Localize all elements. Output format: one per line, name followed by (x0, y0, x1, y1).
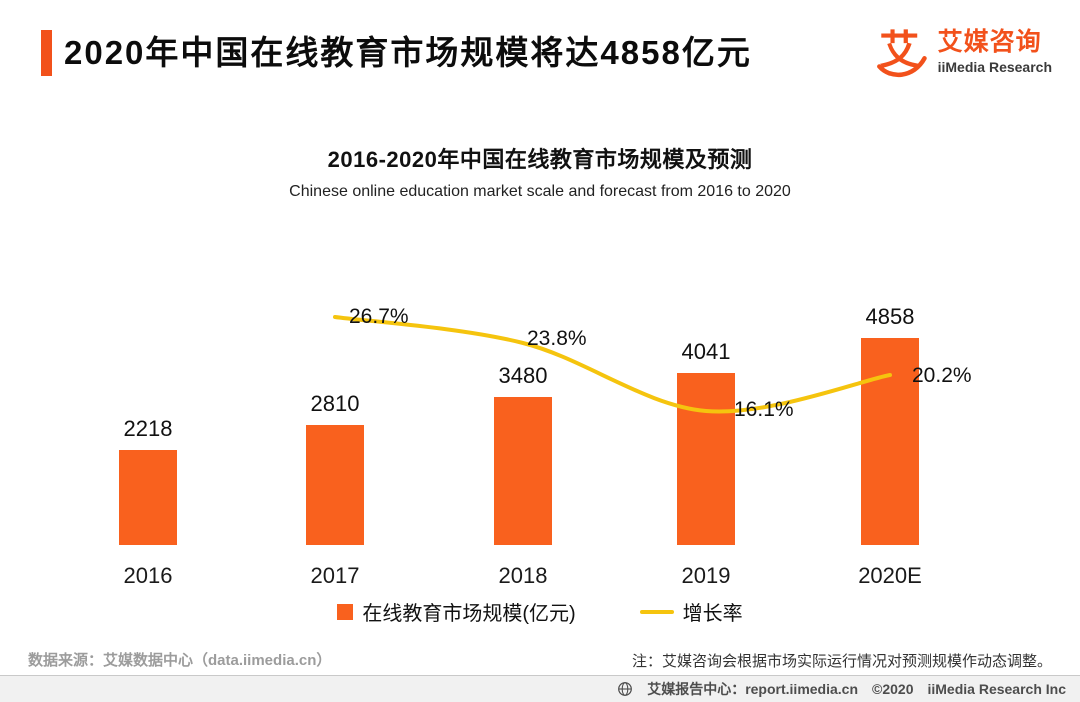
legend: 在线教育市场规模(亿元) 增长率 (0, 597, 1080, 626)
bar-2017 (306, 425, 364, 545)
legend-label-market-scale: 在线教育市场规模(亿元) (362, 603, 576, 625)
x-axis-label: 2019 (681, 563, 731, 588)
x-axis-label: 2018 (498, 563, 548, 588)
growth-rate-label: 23.8% (527, 327, 587, 350)
footer-report-center: 艾媒报告中心：report.iimedia.cn (647, 681, 859, 697)
chart-subtitle: Chinese online education market scale an… (289, 183, 791, 200)
page-title: 2020年中国在线教育市场规模将达4858亿元 (64, 34, 752, 71)
x-axis-label: 2020E (858, 563, 922, 588)
x-axis-label: 2017 (310, 563, 360, 588)
bar-2016 (119, 450, 177, 545)
bar-2018 (494, 397, 552, 545)
bar-swatch (337, 603, 354, 620)
data-source-note: 数据来源：艾媒数据中心（data.iimedia.cn） (28, 652, 332, 669)
logo-text: 艾媒咨询 iiMedia Research (937, 27, 1052, 76)
title-accent-bar (41, 30, 52, 76)
globe-icon (617, 681, 633, 697)
forecast-adjustment-note: 注：艾媒咨询会根据市场实际运行情况对预测规模作动态调整。 (631, 653, 1052, 670)
growth-rate-label: 20.2% (912, 364, 972, 387)
logo-swoosh (876, 56, 927, 77)
growth-rate-label: 26.7% (349, 305, 409, 328)
brand-logo: 艾 艾媒咨询 iiMedia Research (872, 24, 1052, 80)
footer-bar: 艾媒报告中心：report.iimedia.cn ©2020 iiMedia R… (0, 675, 1080, 702)
x-axis-label: 2016 (123, 563, 173, 588)
bar-value-label: 2218 (123, 416, 173, 441)
logo-brand-cn: 艾媒咨询 (937, 27, 1042, 56)
growth-rate-label: 16.1% (734, 398, 794, 421)
line-swatch (639, 609, 674, 614)
legend-item-market-scale: 在线教育市场规模(亿元) (337, 597, 576, 626)
iimedia-logo-icon: 艾 (876, 29, 927, 77)
legend-item-growth-rate: 增长率 (639, 597, 743, 626)
legend-label-growth-rate: 增长率 (682, 603, 743, 625)
chart-title: 2016-2020年中国在线教育市场规模及预测 (327, 147, 753, 172)
footer-company: iiMedia Research Inc (927, 681, 1066, 697)
logo-glyph: 艾 (879, 29, 919, 73)
logo-brand-en: iiMedia Research (937, 59, 1052, 76)
footer-copyright: ©2020 (872, 681, 914, 697)
